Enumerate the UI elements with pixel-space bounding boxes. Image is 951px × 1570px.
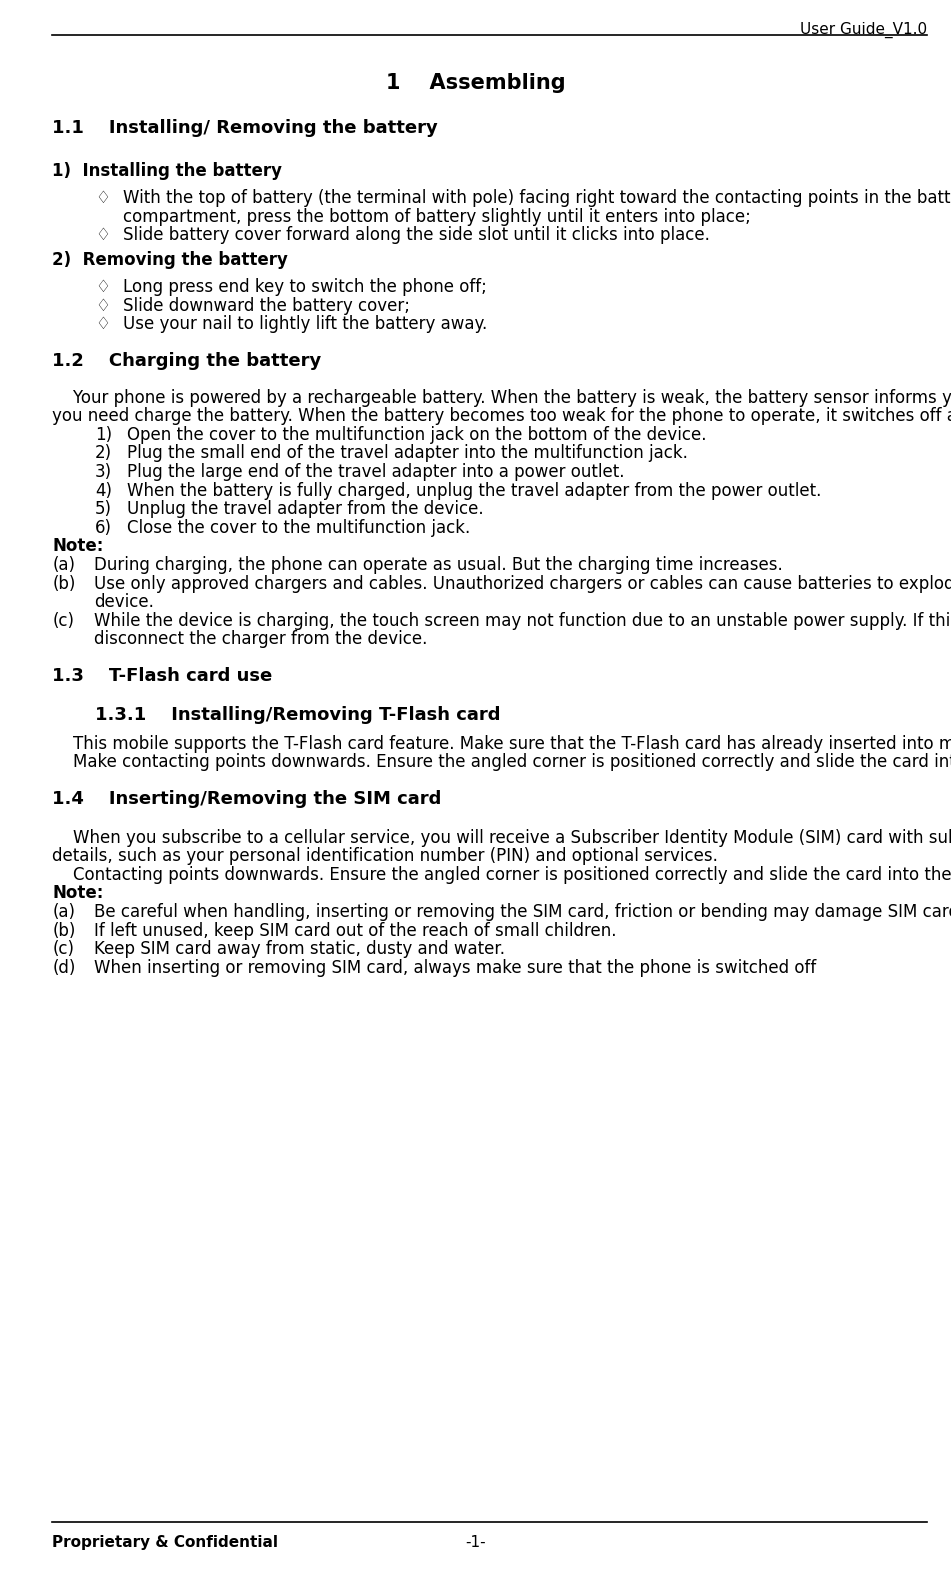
Text: Plug the large end of the travel adapter into a power outlet.: Plug the large end of the travel adapter… (127, 463, 625, 480)
Text: Make contacting points downwards. Ensure the angled corner is positioned correct: Make contacting points downwards. Ensure… (52, 754, 951, 771)
Text: (d): (d) (52, 959, 76, 977)
Text: Note:: Note: (52, 884, 104, 903)
Text: Plug the small end of the travel adapter into the multifunction jack.: Plug the small end of the travel adapter… (127, 444, 688, 463)
Text: (b): (b) (52, 922, 76, 939)
Text: During charging, the phone can operate as usual. But the charging time increases: During charging, the phone can operate a… (94, 556, 783, 575)
Text: 2): 2) (95, 444, 112, 463)
Text: Note:: Note: (52, 537, 104, 556)
Text: ♢: ♢ (95, 316, 110, 333)
Text: compartment, press the bottom of battery slightly until it enters into place;: compartment, press the bottom of battery… (123, 207, 751, 226)
Text: Use your nail to lightly lift the battery away.: Use your nail to lightly lift the batter… (123, 316, 487, 333)
Text: ♢: ♢ (95, 188, 110, 207)
Text: Keep SIM card away from static, dusty and water.: Keep SIM card away from static, dusty an… (94, 940, 505, 958)
Text: ♢: ♢ (95, 226, 110, 245)
Text: 1.1    Installing/ Removing the battery: 1.1 Installing/ Removing the battery (52, 119, 438, 137)
Text: 1)  Installing the battery: 1) Installing the battery (52, 162, 282, 181)
Text: disconnect the charger from the device.: disconnect the charger from the device. (94, 631, 428, 648)
Text: 3): 3) (95, 463, 112, 480)
Text: Contacting points downwards. Ensure the angled corner is positioned correctly an: Contacting points downwards. Ensure the … (52, 865, 951, 884)
Text: Slide downward the battery cover;: Slide downward the battery cover; (123, 297, 410, 314)
Text: 1.3.1    Installing/Removing T-Flash card: 1.3.1 Installing/Removing T-Flash card (95, 706, 500, 724)
Text: ♢: ♢ (95, 278, 110, 297)
Text: Your phone is powered by a rechargeable battery. When the battery is weak, the b: Your phone is powered by a rechargeable … (52, 389, 951, 407)
Text: details, such as your personal identification number (PIN) and optional services: details, such as your personal identific… (52, 848, 718, 865)
Text: 2)  Removing the battery: 2) Removing the battery (52, 251, 288, 268)
Text: 5): 5) (95, 501, 112, 518)
Text: When you subscribe to a cellular service, you will receive a Subscriber Identity: When you subscribe to a cellular service… (52, 829, 951, 846)
Text: This mobile supports the T-Flash card feature. Make sure that the T-Flash card h: This mobile supports the T-Flash card fe… (52, 735, 951, 752)
Text: 1.4    Inserting/Removing the SIM card: 1.4 Inserting/Removing the SIM card (52, 790, 441, 809)
Text: 4): 4) (95, 482, 112, 499)
Text: User Guide_V1.0: User Guide_V1.0 (800, 22, 927, 38)
Text: Slide battery cover forward along the side slot until it clicks into place.: Slide battery cover forward along the si… (123, 226, 710, 245)
Text: (a): (a) (52, 556, 75, 575)
Text: 6): 6) (95, 518, 112, 537)
Text: Close the cover to the multifunction jack.: Close the cover to the multifunction jac… (127, 518, 471, 537)
Text: When the battery is fully charged, unplug the travel adapter from the power outl: When the battery is fully charged, unplu… (127, 482, 822, 499)
Text: 1): 1) (95, 425, 112, 444)
Text: ♢: ♢ (95, 297, 110, 314)
Text: (c): (c) (52, 612, 74, 630)
Text: (b): (b) (52, 575, 76, 592)
Text: With the top of battery (the terminal with pole) facing right toward the contact: With the top of battery (the terminal wi… (123, 188, 951, 207)
Text: While the device is charging, the touch screen may not function due to an unstab: While the device is charging, the touch … (94, 612, 951, 630)
Text: When inserting or removing SIM card, always make sure that the phone is switched: When inserting or removing SIM card, alw… (94, 959, 817, 977)
Text: you need charge the battery. When the battery becomes too weak for the phone to : you need charge the battery. When the ba… (52, 407, 951, 425)
Text: device.: device. (94, 593, 154, 611)
Text: Long press end key to switch the phone off;: Long press end key to switch the phone o… (123, 278, 487, 297)
Text: Use only approved chargers and cables. Unauthorized chargers or cables can cause: Use only approved chargers and cables. U… (94, 575, 951, 592)
Text: -1-: -1- (465, 1535, 486, 1550)
Text: Open the cover to the multifunction jack on the bottom of the device.: Open the cover to the multifunction jack… (127, 425, 707, 444)
Text: (c): (c) (52, 940, 74, 958)
Text: 1.2    Charging the battery: 1.2 Charging the battery (52, 352, 321, 371)
Text: (a): (a) (52, 903, 75, 922)
Text: Unplug the travel adapter from the device.: Unplug the travel adapter from the devic… (127, 501, 484, 518)
Text: 1    Assembling: 1 Assembling (386, 72, 565, 93)
Text: 1.3    T-Flash card use: 1.3 T-Flash card use (52, 667, 273, 685)
Text: Be careful when handling, inserting or removing the SIM card, friction or bendin: Be careful when handling, inserting or r… (94, 903, 951, 922)
Text: Proprietary & Confidential: Proprietary & Confidential (52, 1535, 279, 1550)
Text: If left unused, keep SIM card out of the reach of small children.: If left unused, keep SIM card out of the… (94, 922, 617, 939)
